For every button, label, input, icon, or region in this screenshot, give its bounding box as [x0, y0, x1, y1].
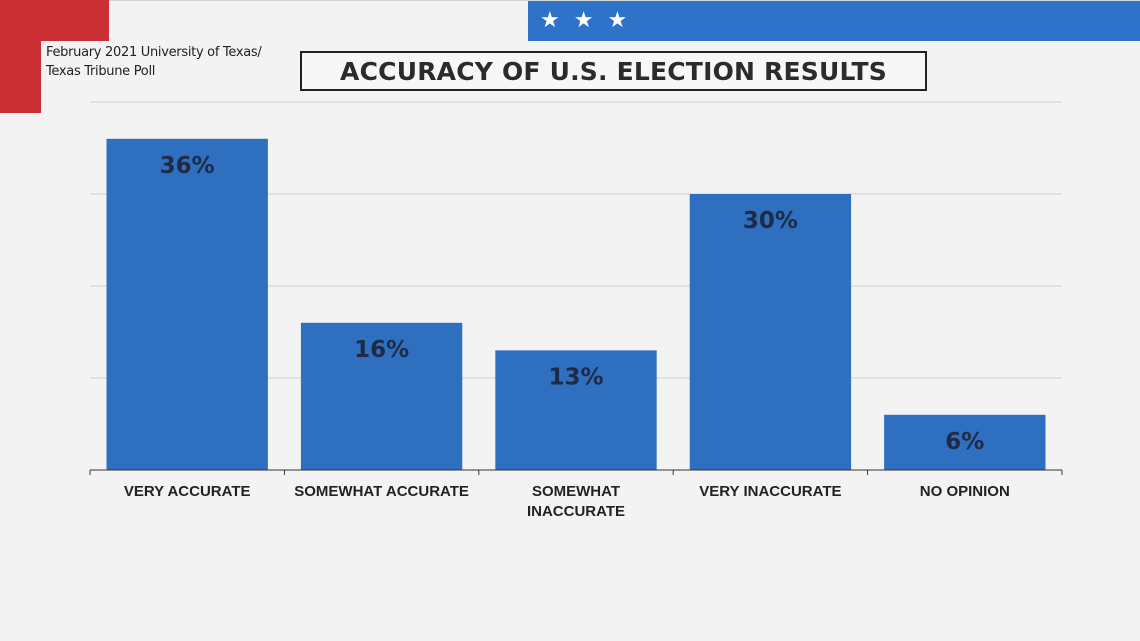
- bar: [106, 138, 268, 471]
- data-label: 13%: [548, 364, 603, 390]
- category-label: VERY ACCURATE: [124, 483, 251, 500]
- bar: [495, 350, 657, 470]
- category-label: SOMEWHAT ACCURATE: [294, 483, 469, 500]
- bar: [884, 414, 1046, 470]
- top-divider: [109, 0, 1140, 1]
- star-icon: ★: [540, 8, 560, 33]
- source-line-2: Texas Tribune Poll: [46, 64, 156, 79]
- bar: [300, 322, 463, 470]
- chart-title: ACCURACY OF U.S. ELECTION RESULTS: [340, 56, 887, 86]
- bar: [689, 194, 852, 470]
- star-banner: ★ ★ ★: [528, 1, 1140, 41]
- category-label: INACCURATE: [527, 503, 625, 520]
- accent-red-block-lower: [0, 41, 41, 113]
- category-label: SOMEWHAT: [532, 483, 620, 500]
- accent-red-block: [0, 0, 109, 41]
- source-line-1: February 2021 University of Texas/: [46, 45, 262, 60]
- data-label: 30%: [743, 208, 798, 234]
- chart-title-box: ACCURACY OF U.S. ELECTION RESULTS: [300, 51, 927, 91]
- data-label: 36%: [160, 153, 215, 179]
- source-note: February 2021 University of Texas/ Texas…: [46, 43, 286, 81]
- star-icon: ★: [607, 8, 628, 33]
- data-label: 16%: [354, 337, 409, 363]
- data-label: 6%: [945, 429, 984, 455]
- category-label: NO OPINION: [920, 483, 1010, 500]
- star-icon: ★: [573, 8, 594, 33]
- category-label: VERY INACCURATE: [699, 483, 841, 500]
